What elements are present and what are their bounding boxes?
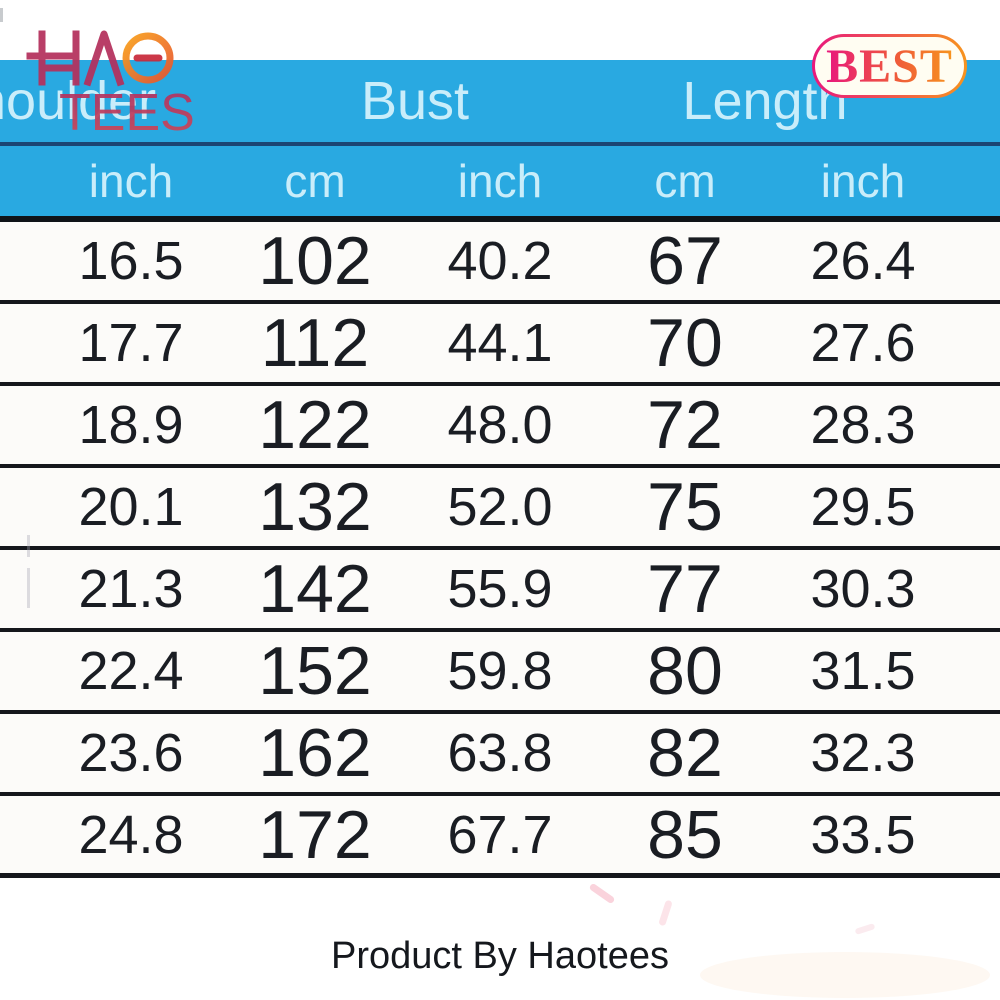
- table-cell: 33.5: [810, 805, 916, 865]
- logo-tees-text: TEES: [59, 84, 195, 142]
- logo-theta-ring: [122, 32, 174, 84]
- watermark-blob: [700, 952, 990, 998]
- table-cell: 52.0: [447, 477, 553, 537]
- best-badge-label: BEST: [826, 39, 953, 93]
- table-cell: 55.9: [447, 559, 553, 619]
- watermark-mark: [854, 923, 876, 935]
- table-cell: 67.7: [447, 805, 553, 865]
- column-group-bust-label: Bust: [360, 71, 470, 131]
- table-cell: 67: [647, 223, 723, 299]
- unit-header-4: inch: [820, 155, 906, 207]
- table-cell: 122: [258, 387, 372, 463]
- table-cell: 112: [260, 305, 370, 381]
- table-cell: 75: [647, 469, 723, 545]
- table-cell: 30.3: [810, 559, 916, 619]
- table-cell: 40.2: [447, 231, 553, 291]
- watermark-mark: [588, 882, 616, 905]
- table-row: 24.8 172 67.7 85 33.5: [0, 796, 1000, 878]
- table-cell: 172: [258, 797, 372, 873]
- table-cell: 22.4: [78, 641, 184, 701]
- table-cell: 20.1: [78, 477, 184, 537]
- table-row: 17.7 112 44.1 70 27.6: [0, 304, 1000, 386]
- table-cell: 59.8: [447, 641, 553, 701]
- ghost-artifact: [27, 568, 30, 608]
- best-badge-inner: BEST: [815, 37, 964, 95]
- table-cell: 70: [647, 305, 723, 381]
- table-cell: 48.0: [447, 395, 553, 455]
- unit-header-2: inch: [457, 155, 543, 207]
- unit-header-row: inch cm inch cm inch: [0, 146, 1000, 216]
- table-cell: 18.9: [78, 395, 184, 455]
- table-row: 23.6 162 63.8 82 32.3: [0, 714, 1000, 796]
- table-cell: 31.5: [810, 641, 916, 701]
- table-cell: 32.3: [810, 723, 916, 783]
- table-cell: 132: [258, 469, 372, 545]
- unit-header-3: cm: [654, 155, 716, 207]
- table-row: 21.3 142 55.9 77 30.3: [0, 550, 1000, 632]
- best-badge: BEST: [812, 34, 967, 98]
- column-group-bust: Bust: [300, 60, 530, 142]
- table-cell: 26.4: [810, 231, 916, 291]
- table-cell: 23.6: [78, 723, 184, 783]
- table-row: 18.9 122 48.0 72 28.3: [0, 386, 1000, 468]
- footer-credit: Product By Haotees: [331, 935, 669, 977]
- table-cell: 102: [258, 223, 372, 299]
- table-cell: 72: [647, 387, 723, 463]
- table-cell: 28.3: [810, 395, 916, 455]
- table-row: 16.5 102 40.2 67 26.4: [0, 222, 1000, 304]
- table-cell: 29.5: [810, 477, 916, 537]
- table-cell: 17.7: [78, 313, 184, 373]
- haotees-logo-icon: TEES: [26, 30, 195, 142]
- logo-hao-glyphs: [26, 30, 125, 87]
- watermark-mark: [658, 899, 673, 927]
- table-cell: 24.8: [78, 805, 184, 865]
- table-row: 22.4 152 59.8 80 31.5: [0, 632, 1000, 714]
- unit-header-1: cm: [284, 155, 346, 207]
- table-cell: 77: [647, 551, 723, 627]
- edge-artifact: [0, 8, 3, 22]
- table-cell: 63.8: [447, 723, 553, 783]
- table-cell: 85: [647, 797, 723, 873]
- table-cell: 162: [258, 715, 372, 791]
- table-cell: 27.6: [810, 313, 916, 373]
- table-cell: 152: [258, 633, 372, 709]
- table-row: 20.1 132 52.0 75 29.5: [0, 468, 1000, 550]
- table-cell: 21.3: [78, 559, 184, 619]
- ghost-artifact: [27, 535, 30, 557]
- size-table-body: 16.5 102 40.2 67 26.4 17.7 112 44.1 70 27.6 18.9 12…: [0, 222, 1000, 878]
- table-cell: 142: [258, 551, 372, 627]
- table-cell: 82: [647, 715, 723, 791]
- header-band-units: [0, 146, 1000, 222]
- table-cell: 16.5: [78, 231, 184, 291]
- unit-header-0: inch: [88, 155, 174, 207]
- table-cell: 44.1: [447, 313, 553, 373]
- table-cell: 80: [647, 633, 723, 709]
